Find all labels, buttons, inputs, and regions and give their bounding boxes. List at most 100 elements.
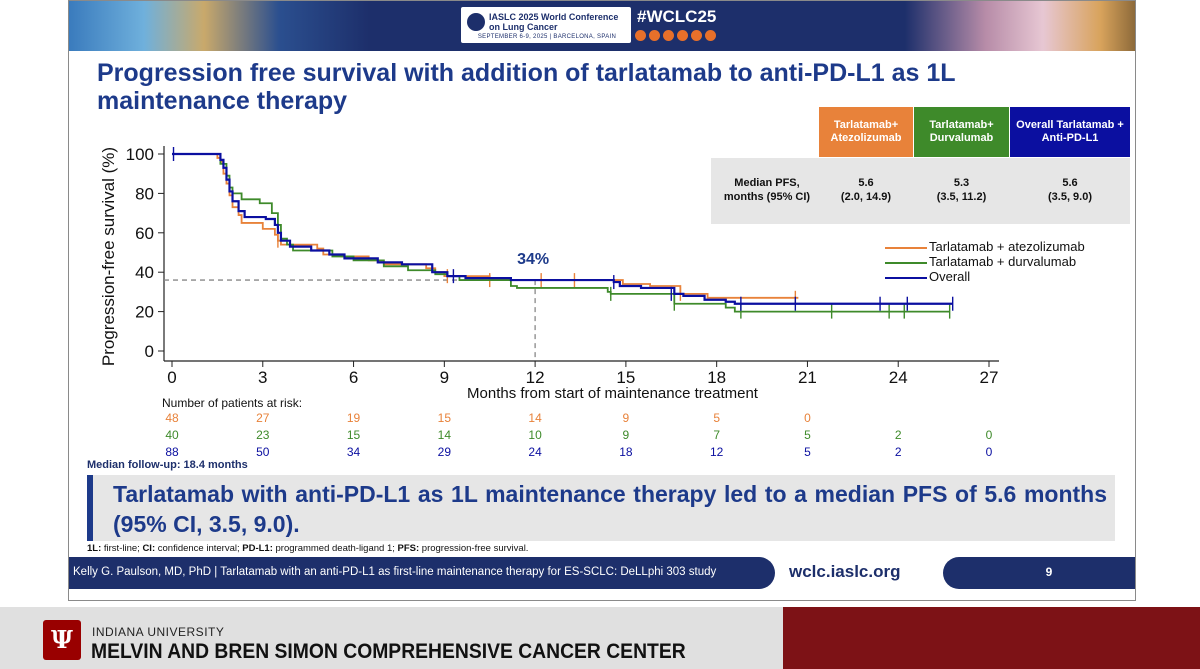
x-tick-label-6: 6 [349, 368, 358, 387]
page-number: 9 [1045, 565, 1053, 579]
footer-url[interactable]: wclc.iaslc.org [789, 562, 901, 581]
legend-line-overall [885, 277, 927, 279]
at-risk-value: 0 [985, 445, 993, 459]
median-pfs-row: Median PFS, months (95% CI) 5.6 (2.0, 14.… [711, 158, 1130, 224]
iu-trident-logo-icon: Ψ [43, 620, 81, 660]
header-overall: Overall Tarlatamab + Anti-PD-L1 [1010, 107, 1130, 157]
x-tick-label-9: 9 [440, 368, 449, 387]
legend-label-atezolizumab: Tarlatamab + atezolizumab [929, 239, 1085, 254]
km-chart: 0 20 40 60 80 100 0 3 6 9 12 15 18 21 24 27 Months from … [99, 145, 999, 401]
x-tick-label-27: 27 [980, 368, 999, 387]
conference-org: IASLC [489, 12, 516, 22]
x-axis-label: Months from start of maintenance treatme… [467, 385, 759, 401]
slide-footer: Kelly G. Paulson, MD, PhD | Tarlatamab w… [69, 557, 1135, 591]
at-risk-value: 15 [437, 411, 451, 425]
reference-label: 34% [517, 251, 549, 268]
x-tick-label-12: 12 [526, 368, 545, 387]
wechat-icon [705, 30, 716, 41]
header-durvalumab: Tarlatamab+ Durvalumab [914, 107, 1009, 157]
iaslc-logo-icon [467, 13, 485, 31]
at-risk-value: 14 [528, 411, 542, 425]
institution-name: MELVIN AND BREN SIMON COMPREHENSIVE CANC… [91, 640, 686, 663]
at-risk-value: 14 [437, 428, 451, 442]
at-risk-value: 27 [256, 411, 270, 425]
y-tick-label-80: 80 [135, 184, 154, 203]
median-pfs-label: Median PFS, months (95% CI) [723, 177, 811, 203]
slide: IASLC 2025 World Conference on Lung Canc… [68, 0, 1136, 601]
legend-line-atezolizumab [885, 247, 927, 249]
at-risk-value: 5 [804, 445, 811, 459]
x-tick-label-0: 0 [167, 368, 176, 387]
at-risk-value: 40 [165, 428, 179, 442]
at-risk-value: 34 [346, 445, 361, 459]
instagram-icon [677, 30, 688, 41]
km-curve-1 [172, 153, 950, 313]
at-risk-value: 5 [804, 428, 811, 442]
page-number-bar: 9 [943, 557, 1135, 589]
conclusion-accent-bar [87, 475, 93, 541]
at-risk-value: 50 [256, 445, 270, 459]
conference-name: 2025 World Conference on Lung Cancer [489, 12, 619, 32]
x-tick-label-21: 21 [798, 368, 817, 387]
header-atezolizumab: Tarlatamab+ Atezolizumab [819, 107, 913, 157]
conclusion-box: Tarlatamab with anti-PD-L1 as 1L mainten… [87, 475, 1115, 541]
y-axis-label: Progression-free survival (%) [99, 147, 118, 366]
km-curve-0 [172, 153, 799, 299]
conclusion-text: Tarlatamab with anti-PD-L1 as 1L mainten… [113, 481, 1107, 537]
footer-citation-bar: Kelly G. Paulson, MD, PhD | Tarlatamab w… [69, 557, 775, 589]
slide-title: Progression free survival with addition … [97, 59, 956, 115]
at-risk-value: 2 [894, 428, 902, 442]
conference-logo-box: IASLC 2025 World Conference on Lung Canc… [461, 7, 631, 43]
at-risk-value: 7 [713, 428, 720, 442]
at-risk-value: 88 [165, 445, 179, 459]
x-tick-label-18: 18 [707, 368, 726, 387]
at-risk-value: 29 [437, 445, 451, 459]
at-risk-value: 15 [346, 428, 361, 442]
barcelona-photo-left [69, 1, 369, 51]
x-tick-label-15: 15 [616, 368, 635, 387]
median-pfs-overall: 5.6 (3.5, 9.0) [1047, 177, 1093, 203]
facebook-icon [635, 30, 646, 41]
conference-dates: SEPTEMBER 6-9, 2025 | BARCELONA, SPAIN [477, 34, 617, 40]
abbreviations: 1L: first-line; CI: confidence interval;… [87, 543, 529, 554]
y-tick-label-40: 40 [135, 263, 154, 282]
at-risk-value: 5 [713, 411, 720, 425]
at-risk-value: 2 [894, 445, 902, 459]
linkedin-icon [649, 30, 660, 41]
x-tick-label-3: 3 [258, 368, 267, 387]
at-risk-value: 0 [804, 411, 811, 425]
hashtag: #WCLC25 [637, 7, 717, 26]
y-tick-label-100: 100 [126, 145, 154, 164]
at-risk-value: 10 [528, 428, 542, 442]
legend-item-atezolizumab: Tarlatamab + atezolizumab [885, 239, 1085, 255]
at-risk-value: 9 [622, 411, 630, 425]
at-risk-value: 19 [346, 411, 361, 425]
legend-item-overall: Overall [885, 269, 1085, 285]
institution-university: INDIANA UNIVERSITY [92, 625, 225, 639]
at-risk-value: 18 [619, 445, 633, 459]
conference-banner: IASLC 2025 World Conference on Lung Canc… [69, 1, 1135, 51]
y-tick-label-0: 0 [145, 342, 154, 361]
median-followup: Median follow-up: 18.4 months [87, 459, 248, 471]
at-risk-value: 12 [709, 445, 724, 459]
legend-item-durvalumab: Tarlatamab + durvalumab [885, 254, 1085, 270]
y-tick-label-60: 60 [135, 224, 154, 243]
youtube-icon [691, 30, 702, 41]
barcelona-photo-right [905, 1, 1135, 51]
legend-label-durvalumab: Tarlatamab + durvalumab [929, 254, 1077, 269]
y-tick-label-20: 20 [135, 303, 154, 322]
at-risk-value: 24 [528, 445, 542, 459]
footer-citation: Kelly G. Paulson, MD, PhD | Tarlatamab w… [73, 566, 717, 578]
x-tick-label-24: 24 [889, 368, 908, 387]
social-icons [635, 30, 716, 41]
at-risk-title: Number of patients at risk: [162, 396, 303, 410]
at-risk-value: 48 [165, 411, 179, 425]
legend-label-overall: Overall [929, 269, 971, 284]
median-pfs-atezolizumab: 5.6 (2.0, 14.9) [840, 177, 892, 203]
at-risk-value: 0 [985, 428, 993, 442]
km-curve-2 [172, 152, 953, 305]
conference-title: IASLC 2025 World Conference on Lung Canc… [489, 12, 629, 32]
median-pfs-durvalumab: 5.3 (3.5, 11.2) [936, 177, 987, 203]
institution-red-block [783, 607, 1200, 669]
at-risk-value: 23 [256, 428, 270, 442]
